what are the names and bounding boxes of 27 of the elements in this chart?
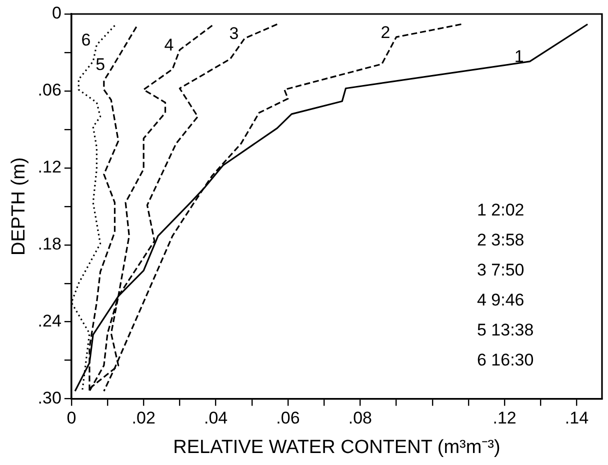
y-axis-title: DEPTH (m)	[8, 157, 30, 256]
x-tick-label: .12	[492, 408, 516, 428]
series-label: 2	[380, 22, 390, 42]
annotation: 6 16:30	[477, 350, 534, 370]
y-tick-label: .30	[38, 388, 62, 408]
x-tick-label: .04	[204, 408, 228, 428]
x-tick-label: 0	[66, 408, 76, 428]
y-tick-label: .18	[38, 234, 62, 254]
annotation: 2 3:58	[477, 230, 524, 250]
series-label: 6	[81, 30, 91, 50]
y-tick-label: .06	[38, 80, 62, 100]
annotation: 3 7:50	[477, 260, 524, 280]
annotation: 5 13:38	[477, 320, 534, 340]
y-tick-label: .12	[38, 158, 62, 177]
annotation: 1 2:02	[477, 200, 524, 220]
x-tick-label: .08	[348, 408, 372, 428]
series-label: 4	[164, 36, 174, 55]
series-label: 5	[96, 54, 106, 74]
x-axis-title: RELATIVE WATER CONTENT (m³m⁻³)	[173, 436, 500, 458]
y-tick-label: 0	[52, 4, 62, 23]
x-tick-label: .06	[276, 408, 300, 428]
x-tick-label: .14	[564, 408, 589, 428]
y-tick-label: .24	[38, 312, 62, 331]
x-tick-label: .02	[132, 408, 156, 428]
series-label: 1	[514, 47, 524, 66]
series-label: 3	[229, 24, 239, 44]
annotation: 4 9:46	[477, 290, 524, 310]
